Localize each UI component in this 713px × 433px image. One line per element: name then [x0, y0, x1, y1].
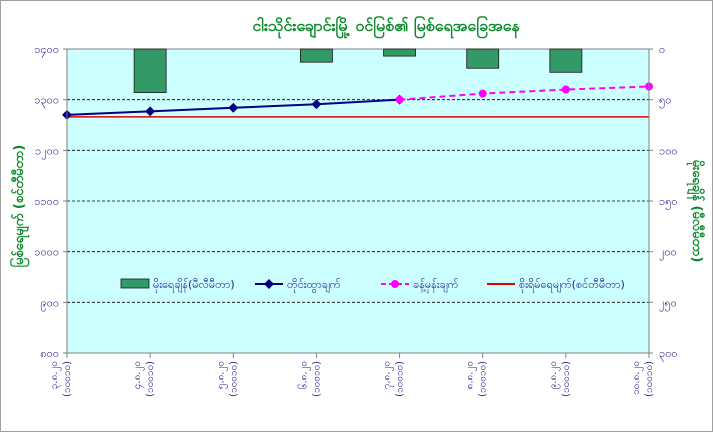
x-tick-label: ၇.၈.၂၀ [382, 361, 395, 389]
legend-label: မိုးရေချိန်(မီလီမီတာ) [153, 278, 235, 293]
x-tick-label: ၆.၈.၂၀ [296, 361, 311, 389]
rainfall-bar [133, 48, 167, 93]
right-tick-label: ၁၀၀ [659, 144, 678, 157]
x-tick-label: (၁၀၀၁၀) [395, 361, 406, 397]
right-tick-label: ၃၀၀ [659, 347, 678, 362]
x-tick-label: ၃.၈.၂၀ [49, 361, 62, 389]
measured-point [228, 102, 239, 113]
x-tick-label: ၁၀.၈.၂၀ [631, 361, 644, 395]
measured-point [145, 106, 156, 117]
legend: မိုးရေချိန်(မီလီမီတာ) တိုင်းထွာချက် ခန့်မှ… [120, 278, 625, 293]
x-tick-label: ၄.၈.၂၀ [132, 361, 145, 389]
axes: ၈၀၀ ၉၀၀ ၁၀၀၀ ၁၁၀၀ ၁၂၀၀ ၁၃၀၀ ၁၄၀၀ ၀၅၀၁၀၀၁၅၀၂၀၀၂၅… [34, 43, 677, 397]
right-tick-label: ၀ [659, 43, 665, 56]
legend-label: စိုးရိမ်ရေမျက်(စင်တီမီတာ) [519, 278, 625, 293]
right-tick-label: ၁၅၀ [659, 195, 678, 210]
x-tick-label: ၅.၈.၂၀ [215, 361, 228, 389]
legend-swatch [120, 278, 150, 289]
x-tick-label: (၁၀၀၁၀) [644, 361, 655, 397]
legend-label: တိုင်းထွာချက် [287, 278, 341, 293]
x-tick-label: (၁၀၀၁၀) [478, 361, 489, 397]
legend-label: ခန့်မှန်းချက် [413, 278, 459, 293]
forecast-point [395, 95, 404, 104]
left-tick-label: ၉၀၀ [40, 296, 59, 311]
series-lines [62, 82, 653, 120]
x-tick-label: (၁၀၀၁၀) [62, 361, 73, 397]
right-tick-label: ၂၀၀ [659, 246, 677, 261]
forecast-point [561, 85, 570, 94]
gridlines [67, 99, 649, 303]
x-tick-label: (၁၀၀၁၀) [311, 361, 322, 397]
right-tick-label: ၂၅၀ [659, 296, 677, 311]
x-tick-label: ၉.၈.၂၀ [548, 361, 561, 389]
x-tick-label: (၁၀၀၁၀) [145, 361, 156, 397]
left-tick-label: ၁၁၀၀ [34, 195, 59, 208]
chart-title: ငါးသိုင်းချောင်းမြို့ ဝင်မြစ်၏ မြစ်ရေအခြ… [252, 15, 520, 39]
left-tick-label: ၁၂၀၀ [35, 144, 59, 159]
rainfall-bar [466, 48, 500, 69]
left-tick-label: ၁၄၀၀ [34, 43, 59, 58]
rainfall-bar [549, 48, 583, 73]
x-tick-label: ၈.၈.၂၀ [465, 361, 478, 389]
rainfall-bar [300, 48, 333, 63]
legend-marker [264, 279, 274, 289]
left-axis-label: မြစ်ရေမျက် (စင်တီမီတာ) [9, 145, 30, 268]
rainfall-bars [133, 48, 583, 93]
right-tick-label: ၅၀ [659, 94, 671, 109]
x-tick-label: (၁၀၀၁၀) [561, 361, 572, 397]
legend-marker [391, 280, 399, 288]
left-tick-label: ၈၀၀ [40, 347, 59, 360]
forecast-line [399, 85, 650, 101]
forecast-point [478, 89, 487, 98]
right-axis-label: မိုးရေချိန် (မီလီမီတာ) [686, 160, 706, 263]
x-tick-label: (၁၀၀၁၀) [228, 361, 239, 397]
left-tick-label: ၁၀၀၀ [34, 246, 59, 259]
rainfall-bar [383, 48, 416, 57]
left-tick-label: ၁၃၀၀ [34, 94, 59, 109]
